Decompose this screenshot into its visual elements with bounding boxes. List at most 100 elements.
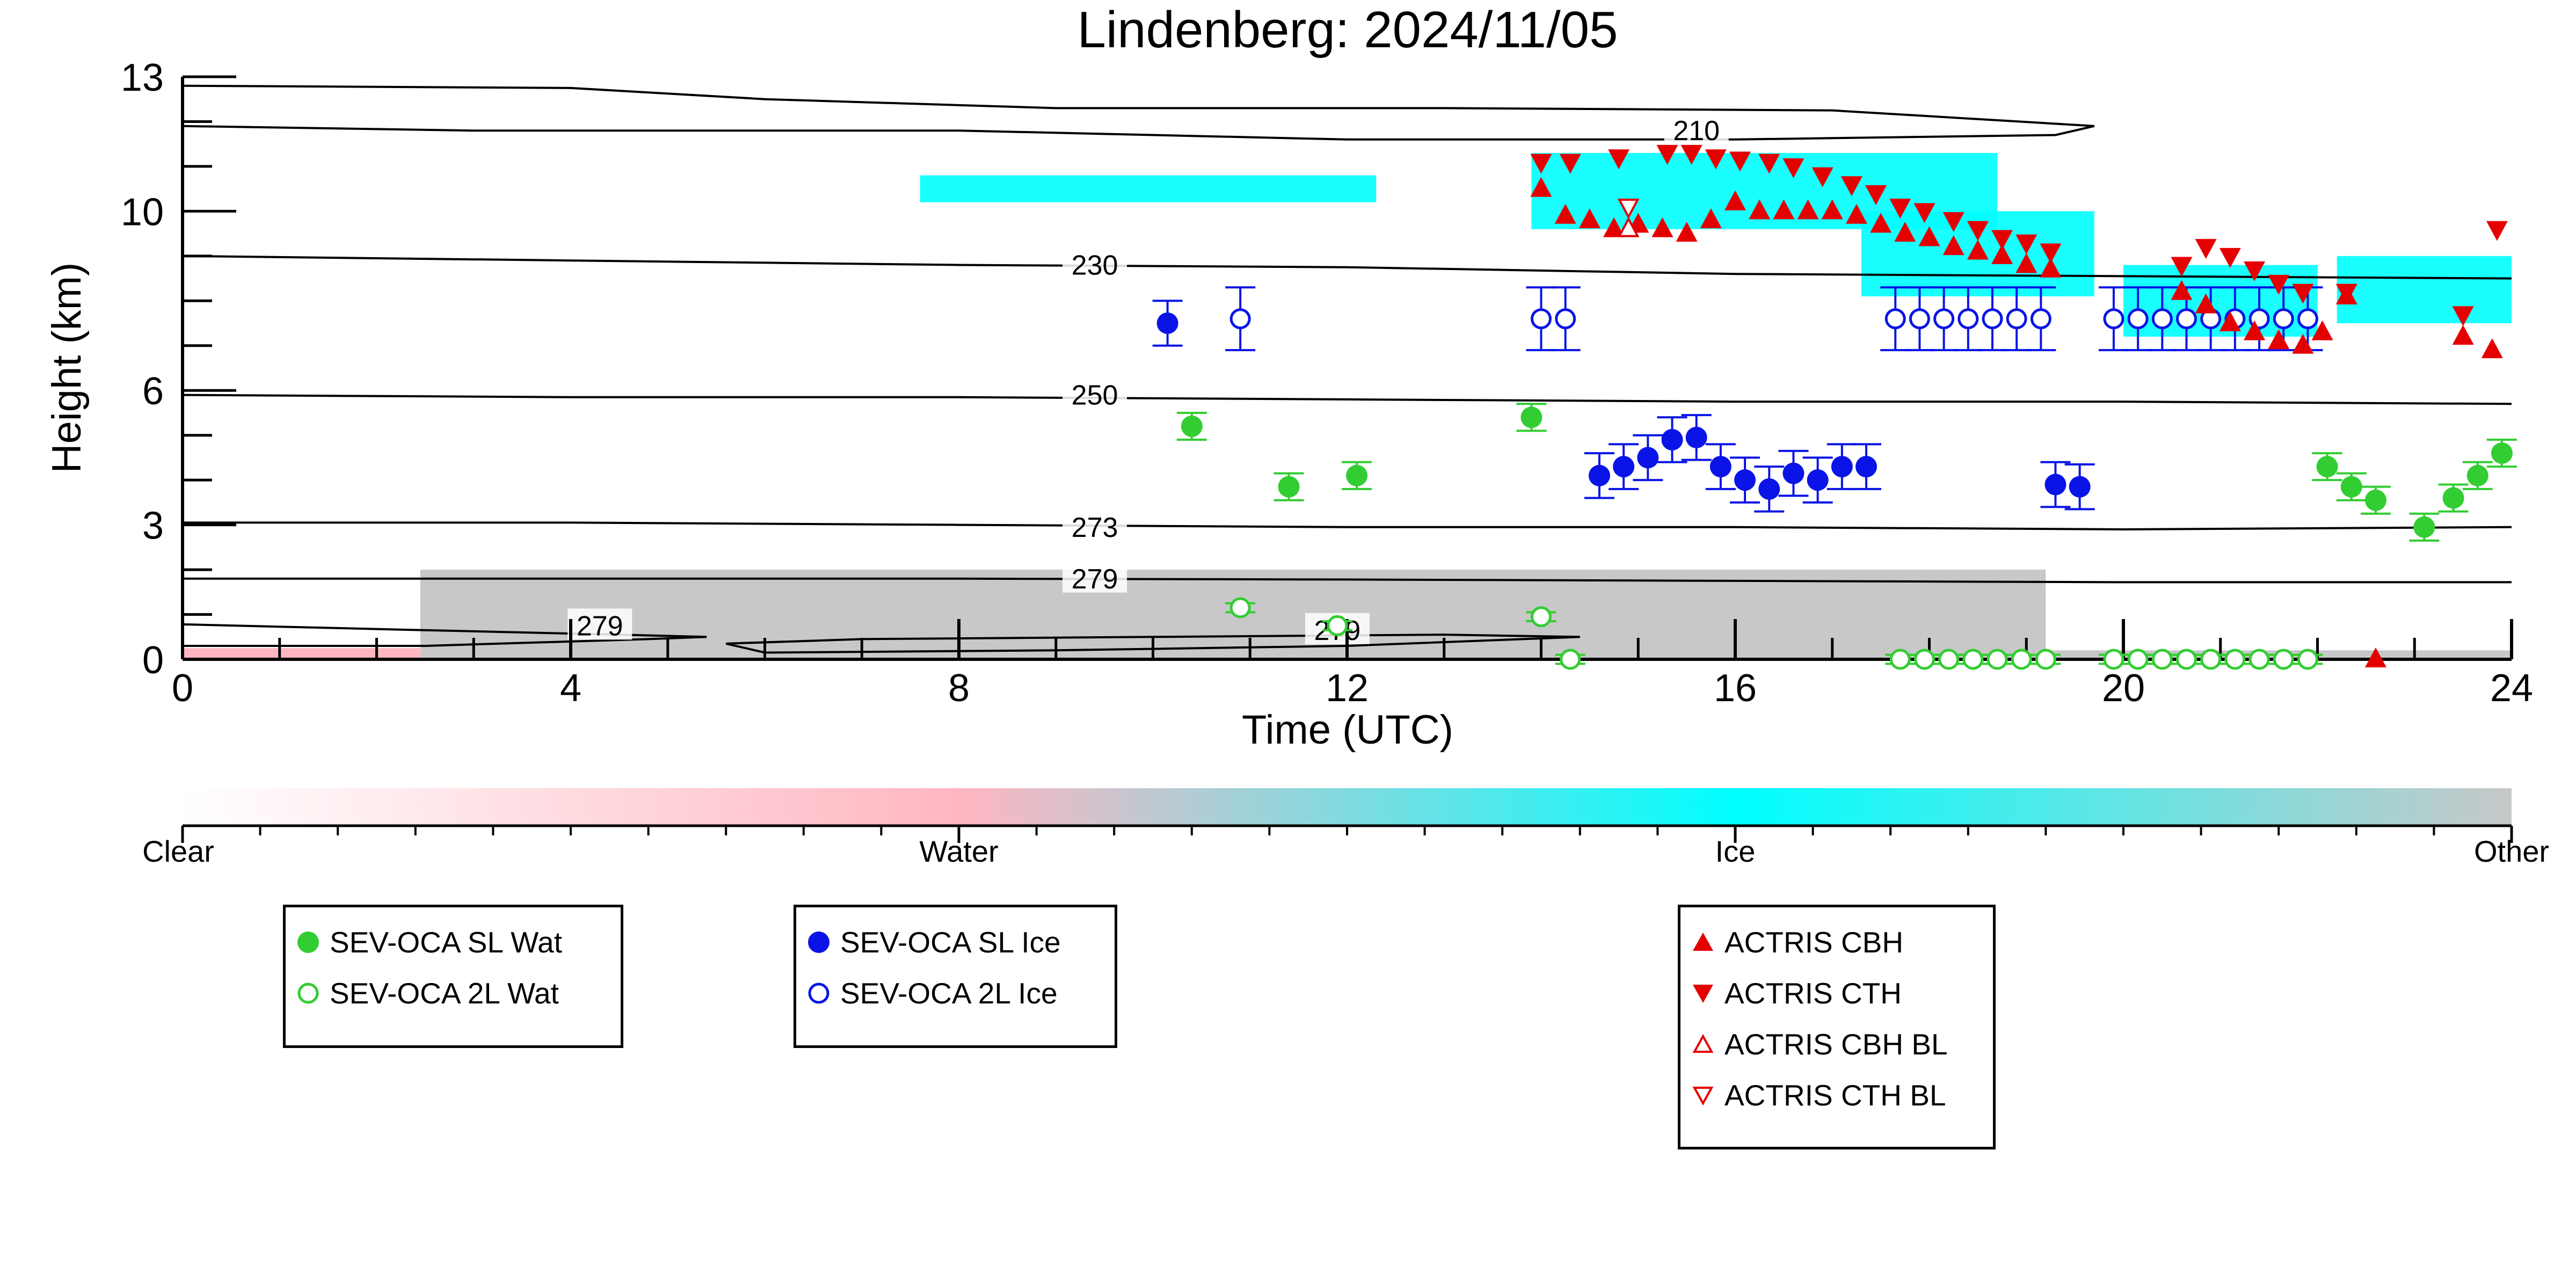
- data-point: [1608, 149, 1630, 170]
- contour-label-bg: [1063, 510, 1127, 541]
- triangle-up-marker-icon: [1693, 933, 1713, 951]
- contour-label: 279: [1072, 564, 1118, 595]
- data-point: [2466, 464, 2488, 486]
- open-circle-marker-icon: [808, 983, 829, 1004]
- chart-title: Lindenberg: 2024/11/05: [1077, 1, 1618, 59]
- legend-ice: SEV-OCA SL Ice SEV-OCA 2L Ice: [794, 905, 1117, 1048]
- data-point: [1709, 456, 1731, 478]
- data-point: [2151, 649, 2173, 670]
- series-actris-cbh-bl: [1617, 216, 1640, 237]
- data-point: [1938, 649, 1960, 670]
- data-point: [2292, 333, 2314, 354]
- data-point: [1588, 464, 1610, 486]
- x-tick-label: 8: [948, 667, 970, 710]
- data-point: [1909, 308, 1930, 330]
- data-point: [2200, 649, 2222, 670]
- phase-region-water: [183, 648, 420, 659]
- data-point: [1613, 456, 1635, 478]
- contour-label: 210: [1673, 115, 1720, 147]
- data-point: [1603, 217, 1625, 237]
- contour-label-bg: [1063, 561, 1127, 593]
- data-point: [1229, 597, 1251, 618]
- contour-label-bg: [567, 608, 632, 640]
- data-point: [2292, 283, 2314, 304]
- data-point: [1889, 199, 1911, 219]
- legend-label: ACTRIS CBH BL: [1724, 1028, 1948, 1061]
- data-point: [2413, 516, 2435, 538]
- data-point: [1617, 199, 1640, 220]
- data-point: [1705, 149, 1727, 170]
- data-point: [1758, 154, 1780, 174]
- data-point: [1680, 144, 1702, 165]
- data-point: [1797, 199, 1819, 220]
- data-point: [1821, 199, 1843, 220]
- y-tick-label: 3: [142, 505, 164, 548]
- legend-actris: ACTRIS CBH ACTRIS CTH ACTRIS CBH BL ACTR…: [1678, 905, 1996, 1149]
- data-point: [2486, 221, 2508, 241]
- legend-entry-sl-ice: SEV-OCA SL Ice: [807, 923, 1061, 961]
- data-point: [2219, 311, 2241, 332]
- data-point: [1758, 478, 1780, 500]
- y-axis-label: Height (km): [44, 263, 90, 474]
- series-sev-oca-2l-wat: [1225, 597, 2323, 670]
- data-point: [2452, 306, 2474, 326]
- data-point: [1700, 208, 1722, 229]
- data-point: [2219, 248, 2241, 268]
- colorbar-label-water: Water: [919, 834, 998, 868]
- x-tick-label: 4: [560, 667, 581, 710]
- data-point: [2171, 257, 2193, 277]
- data-point: [2273, 649, 2294, 670]
- data-point: [1278, 476, 1300, 498]
- data-point: [2195, 293, 2217, 314]
- data-point: [1530, 177, 1552, 197]
- legend-entry-cth: ACTRIS CTH: [1691, 974, 1902, 1012]
- legend-label: ACTRIS CBH: [1724, 926, 1904, 959]
- colorbar-gradient: [183, 788, 2512, 826]
- data-point: [1773, 199, 1795, 220]
- data-point: [1982, 308, 2003, 330]
- data-point: [2103, 649, 2124, 670]
- data-point: [1918, 226, 1940, 246]
- legend-entry-sl-wat: SEV-OCA SL Wat: [296, 923, 562, 961]
- data-point: [2268, 329, 2290, 350]
- data-point: [1181, 416, 1203, 437]
- data-point: [1913, 649, 1935, 670]
- data-point: [2127, 308, 2149, 330]
- data-point: [2311, 320, 2333, 340]
- data-point: [2273, 308, 2294, 330]
- data-point: [1156, 312, 1178, 334]
- data-point: [1967, 239, 1989, 260]
- data-point: [1913, 203, 1935, 223]
- data-point: [2442, 487, 2464, 509]
- data-point: [1811, 167, 1833, 187]
- x-tick-label: 20: [2102, 667, 2145, 710]
- data-point: [1531, 606, 1552, 628]
- legend-label: SEV-OCA SL Wat: [330, 926, 563, 959]
- contour-line: [182, 394, 2512, 405]
- data-point: [1651, 217, 1673, 237]
- colorbar-label-clear: Clear: [142, 834, 214, 868]
- series-sev-oca-sl-wat: [1176, 403, 2517, 542]
- data-point: [1991, 230, 2013, 250]
- x-tick-label: 12: [1326, 667, 1369, 710]
- open-triangle-up-marker-icon: [1692, 1034, 1714, 1053]
- x-tick-label: 0: [172, 667, 193, 710]
- data-point: [2044, 474, 2066, 496]
- contour-label-bg: [1063, 248, 1127, 279]
- legend-label: SEV-OCA 2L Ice: [840, 977, 1058, 1010]
- contour-line: [183, 577, 2512, 584]
- y-tick-label: 6: [142, 370, 164, 413]
- data-point: [2481, 338, 2503, 359]
- x-tick-label: 16: [1714, 667, 1757, 710]
- data-point: [1685, 426, 1707, 448]
- x-tick-label: 24: [2490, 667, 2533, 710]
- data-point: [2175, 649, 2197, 670]
- contour-line: [182, 84, 2095, 141]
- temperature-contours: 210230250273279279279: [182, 84, 2512, 654]
- data-point: [1578, 208, 1600, 229]
- data-point: [2268, 274, 2290, 295]
- legend-water: SEV-OCA SL Wat SEV-OCA 2L Wat: [283, 905, 623, 1048]
- data-point: [1807, 469, 1829, 491]
- filled-circle-marker-icon: [297, 932, 319, 953]
- triangle-down-marker-icon: [1693, 985, 1713, 1003]
